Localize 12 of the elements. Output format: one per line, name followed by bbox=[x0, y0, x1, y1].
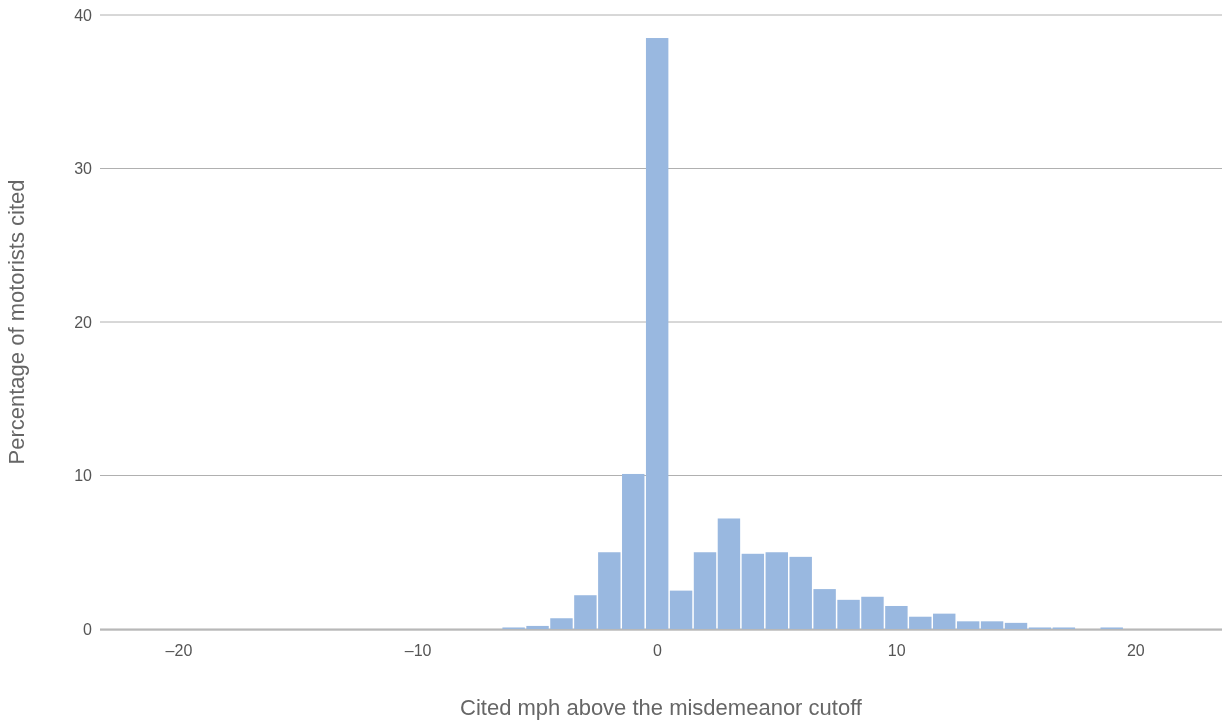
x-tick-label: 10 bbox=[887, 642, 906, 659]
y-tick-label: 0 bbox=[83, 620, 93, 638]
x-tick-label: –10 bbox=[404, 642, 432, 659]
y-tick-label: 10 bbox=[74, 467, 93, 485]
y-tick-label: 30 bbox=[74, 160, 93, 178]
y-axis-title: Percentage of motorists cited bbox=[4, 179, 29, 465]
x-tick-label: –20 bbox=[165, 642, 193, 659]
x-tick-label: 20 bbox=[1126, 642, 1145, 659]
x-axis-title: Cited mph above the misdemeanor cutoff bbox=[460, 695, 863, 720]
y-tick-label: 40 bbox=[74, 6, 93, 24]
y-tick-label: 20 bbox=[74, 313, 93, 331]
x-tick-label: 0 bbox=[652, 642, 662, 659]
